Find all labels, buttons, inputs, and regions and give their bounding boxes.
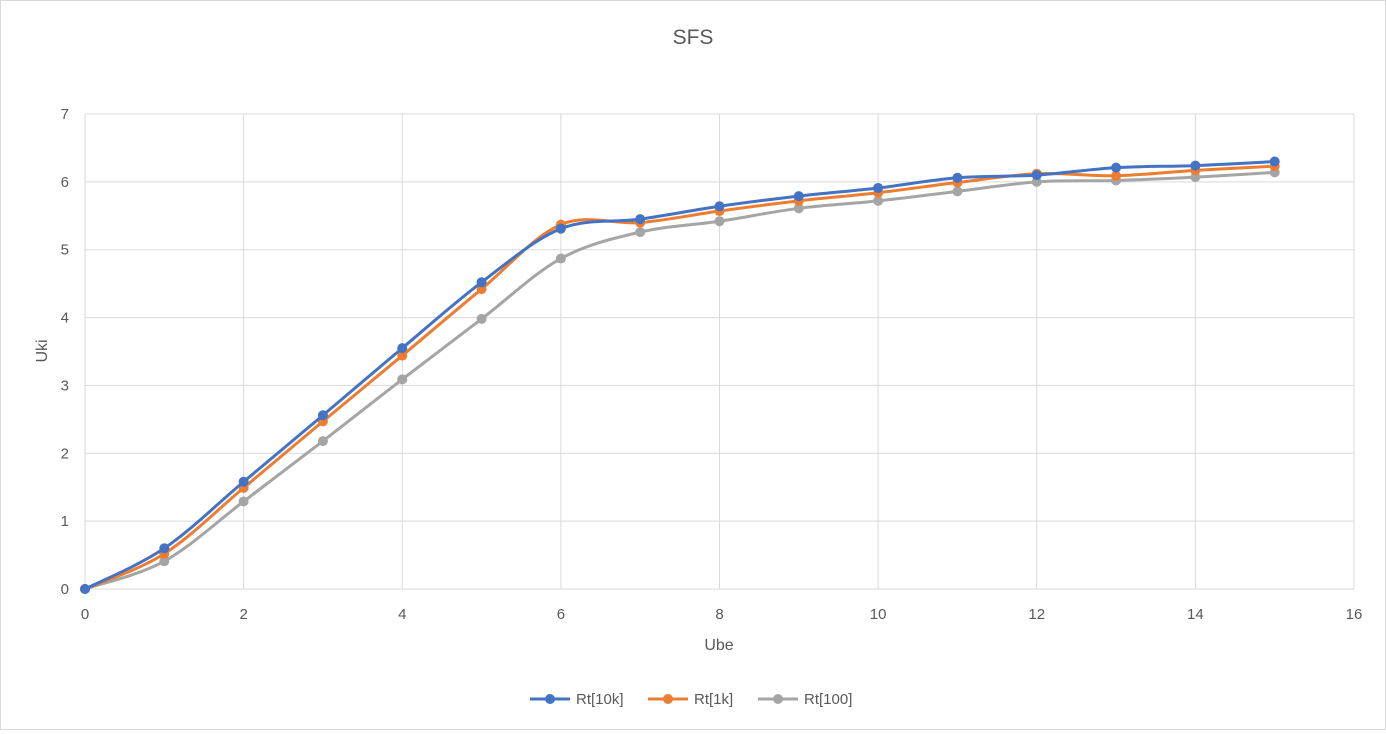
data-point	[555, 253, 566, 264]
data-point	[159, 543, 170, 554]
data-point	[397, 374, 408, 385]
y-tick-label: 7	[61, 106, 69, 123]
data-point	[476, 313, 487, 324]
legend-item: Rt[100]	[758, 691, 852, 708]
data-point	[635, 214, 646, 225]
chart-title: SFS	[673, 26, 714, 49]
series-Rt[10k]	[80, 156, 1280, 594]
series-layer	[80, 156, 1280, 594]
x-tick-label: 4	[398, 606, 406, 623]
legend-marker	[663, 694, 673, 704]
legend: Rt[10k] Rt[1k] Rt[100]	[530, 691, 852, 708]
legend-marker	[545, 694, 555, 704]
y-tick-label: 0	[61, 581, 69, 598]
x-tick-label: 8	[715, 606, 723, 623]
y-tick-label: 3	[61, 377, 69, 394]
data-point	[397, 343, 408, 354]
data-point	[1111, 170, 1122, 181]
data-point	[238, 496, 249, 507]
data-point	[1190, 160, 1201, 171]
x-tick-label: 12	[1028, 606, 1045, 623]
y-tick-label: 6	[61, 174, 69, 191]
data-point	[80, 584, 90, 594]
data-point	[397, 350, 408, 361]
data-point	[476, 277, 487, 288]
x-tick-label: 16	[1346, 606, 1363, 623]
y-tick-label: 1	[61, 513, 69, 530]
data-point	[873, 195, 884, 206]
y-tick-label: 2	[61, 445, 69, 462]
x-axis-title: Ube	[704, 637, 733, 654]
x-tick-label: 2	[239, 606, 247, 623]
x-tick-label: 14	[1187, 606, 1204, 623]
data-point	[1269, 156, 1280, 167]
data-point	[714, 201, 725, 212]
data-point	[238, 476, 249, 487]
x-tick-label: 10	[870, 606, 887, 623]
data-point	[1031, 170, 1042, 181]
data-point	[159, 556, 170, 567]
series-line	[83, 164, 1277, 591]
x-tick-label: 6	[557, 606, 565, 623]
y-tick-label: 5	[61, 242, 69, 259]
x-tick-label: 0	[81, 606, 89, 623]
data-point	[793, 191, 804, 202]
legend-item: Rt[10k]	[530, 691, 624, 708]
data-point	[952, 172, 963, 183]
legend-item: Rt[1k]	[648, 691, 733, 708]
y-tick-label: 4	[61, 310, 69, 327]
legend-label: Rt[100]	[804, 691, 852, 708]
data-point	[793, 203, 804, 214]
data-point	[873, 182, 884, 193]
y-axis-title: Uki	[34, 339, 51, 362]
gridlines	[84, 113, 1355, 590]
data-point	[714, 216, 725, 227]
data-point	[555, 223, 566, 234]
data-point	[317, 410, 328, 421]
data-point	[635, 227, 646, 238]
legend-label: Rt[1k]	[694, 691, 733, 708]
data-point	[1111, 162, 1122, 173]
legend-marker	[773, 694, 783, 704]
series-Rt[100]	[80, 167, 1280, 594]
series-line	[83, 170, 1277, 591]
data-point	[317, 436, 328, 447]
data-point	[952, 186, 963, 197]
legend-label: Rt[10k]	[576, 691, 624, 708]
